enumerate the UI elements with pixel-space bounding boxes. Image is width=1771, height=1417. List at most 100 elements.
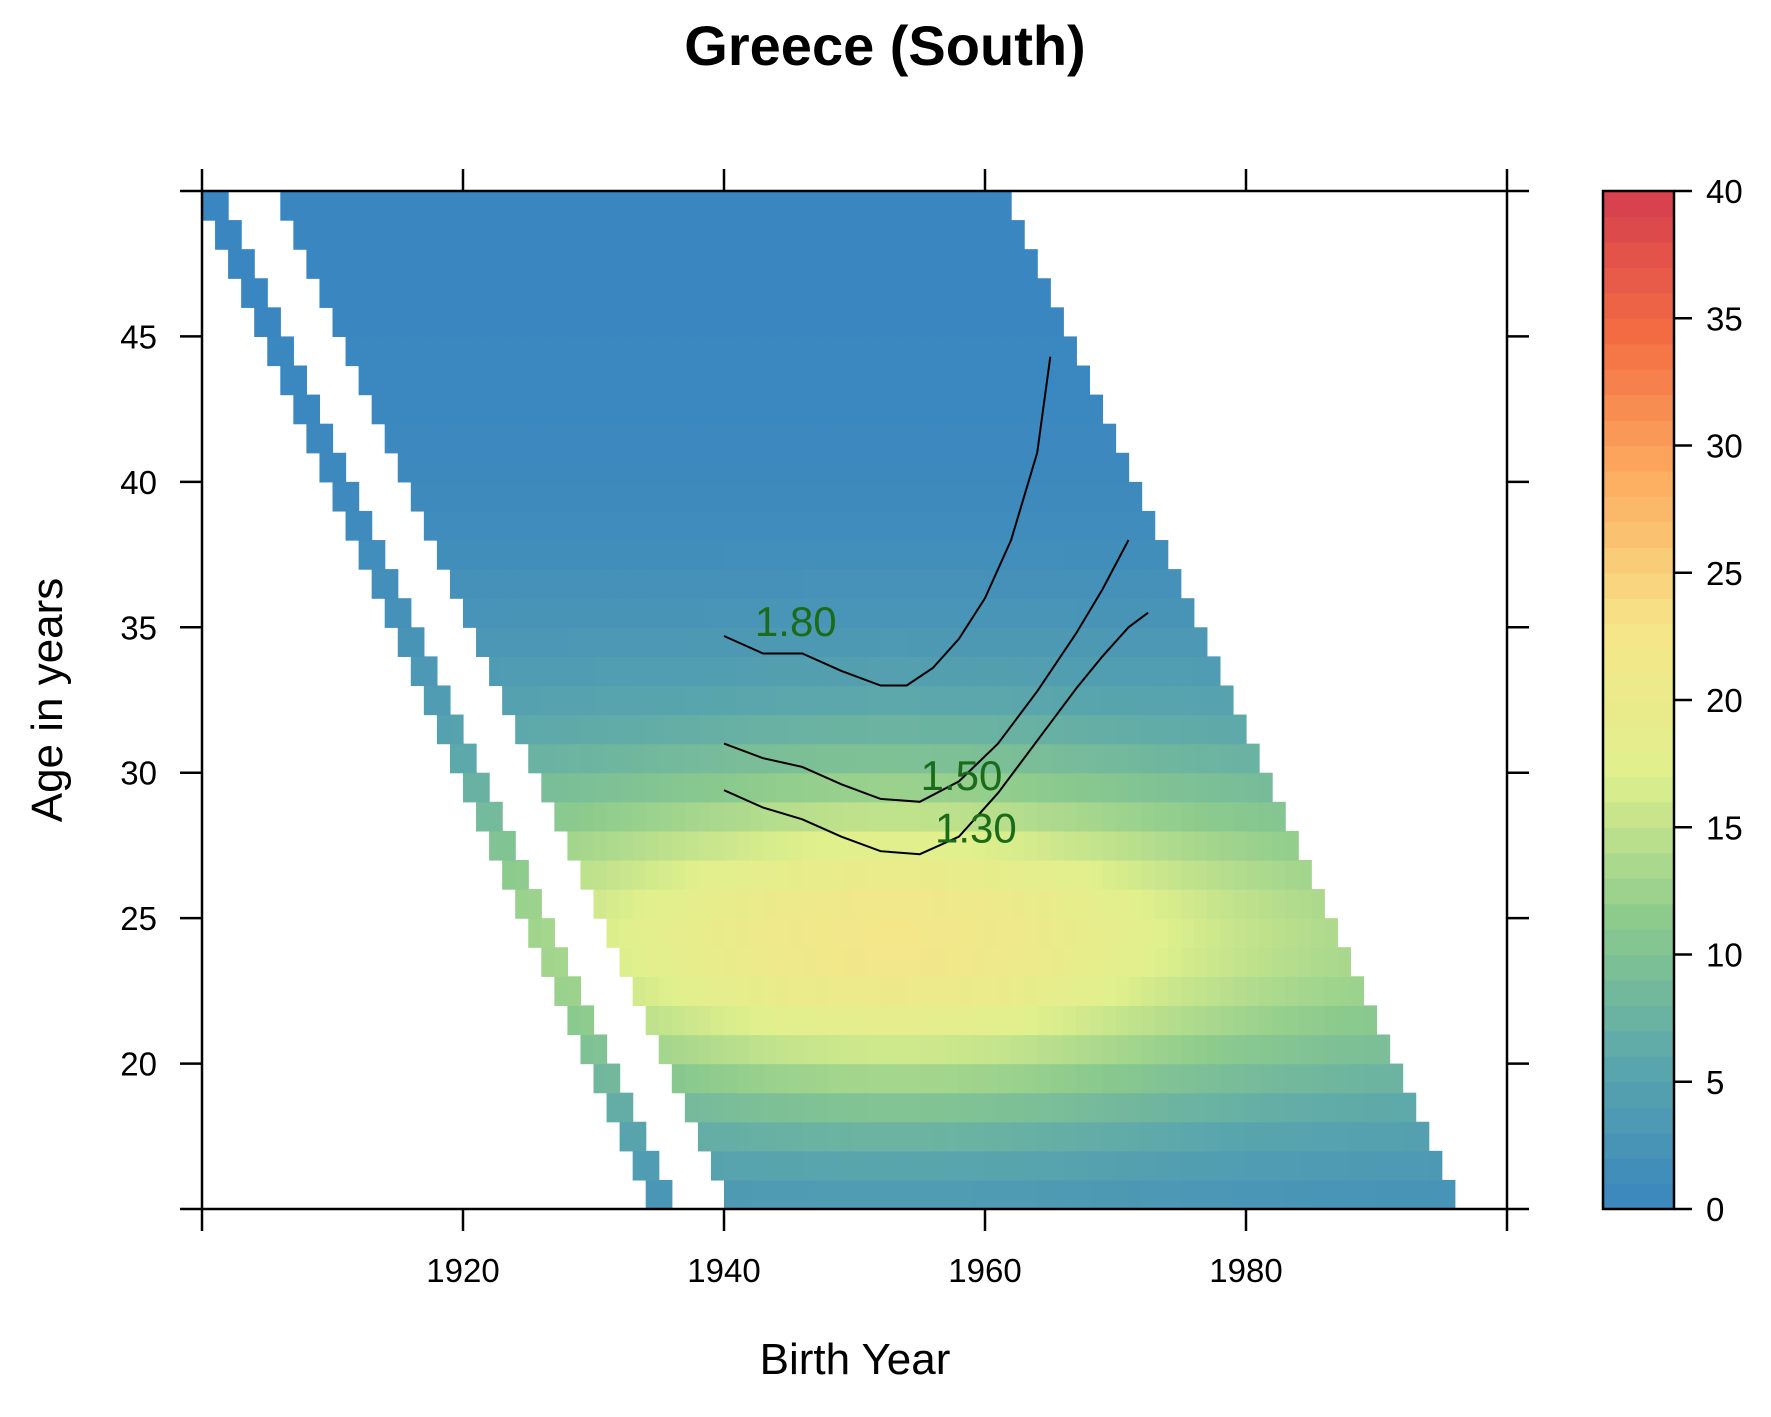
- heatmap-cell: [737, 1179, 751, 1210]
- heatmap-cell: [789, 947, 803, 977]
- heatmap-cell: [1259, 1063, 1273, 1094]
- heatmap-cell: [1389, 1063, 1404, 1094]
- heatmap-cell: [1011, 1150, 1025, 1181]
- heatmap-cell: [841, 423, 856, 454]
- heatmap-cell: [1037, 481, 1051, 512]
- heatmap-cell: [515, 889, 529, 919]
- heatmap-cell: [763, 656, 777, 687]
- heatmap-cell: [854, 510, 869, 541]
- heatmap-cell: [515, 452, 529, 483]
- heatmap-cell: [449, 307, 464, 338]
- heatmap-cell: [580, 423, 595, 454]
- heatmap-cell: [906, 423, 921, 454]
- heatmap-cell: [789, 889, 803, 919]
- heatmap-cell: [449, 278, 464, 308]
- heatmap-cell: [1011, 540, 1025, 570]
- heatmap-cell: [671, 976, 686, 1006]
- heatmap-cell: [919, 801, 934, 832]
- y-tick-label: 35: [120, 609, 157, 646]
- heatmap-cell: [1076, 830, 1090, 861]
- heatmap-cell: [697, 540, 712, 570]
- y-tick-label: 30: [120, 755, 157, 792]
- heatmap-cell: [645, 481, 660, 512]
- heatmap-cell: [932, 859, 947, 890]
- heatmap-cell: [854, 1150, 869, 1181]
- heatmap-cell: [645, 830, 660, 861]
- heatmap-cell: [854, 1092, 869, 1123]
- heatmap-cell: [867, 394, 882, 425]
- heatmap-cell: [776, 1063, 790, 1094]
- heatmap-cell: [854, 1034, 869, 1065]
- heatmap-cell: [449, 714, 464, 745]
- colorbar-swatch: [1603, 929, 1674, 956]
- heatmap-cell: [958, 889, 973, 919]
- heatmap-cell: [802, 918, 816, 948]
- heatmap-cell: [919, 394, 934, 425]
- heatmap-cell: [554, 569, 568, 599]
- heatmap-cell: [1180, 1063, 1195, 1094]
- heatmap-cell: [1128, 1005, 1143, 1036]
- heatmap-cell: [1206, 685, 1221, 716]
- heatmap-cell: [489, 423, 503, 454]
- heatmap-cell: [619, 830, 634, 861]
- heatmap-cell: [985, 540, 999, 570]
- heatmap-cell: [306, 423, 321, 454]
- heatmap-cell: [449, 423, 464, 454]
- heatmap-cell: [1037, 598, 1051, 628]
- heatmap-cell: [684, 569, 699, 599]
- heatmap-cell: [945, 220, 960, 250]
- heatmap-cell: [1037, 1150, 1051, 1181]
- heatmap-cell: [567, 220, 582, 250]
- heatmap-cell: [1037, 1179, 1051, 1210]
- heatmap-cell: [998, 627, 1012, 657]
- heatmap-cell: [906, 1063, 921, 1094]
- heatmap-cell: [1089, 627, 1104, 657]
- heatmap-cell: [958, 1179, 973, 1210]
- heatmap-cell: [841, 1150, 856, 1181]
- colorbar-tick-label: 20: [1706, 682, 1743, 719]
- heatmap-cell: [1050, 1034, 1064, 1065]
- heatmap-cell: [593, 772, 608, 803]
- heatmap-cell: [710, 307, 725, 338]
- heatmap-cell: [945, 1150, 960, 1181]
- heatmap-cell: [423, 510, 438, 541]
- heatmap-cell: [1402, 1121, 1417, 1152]
- heatmap-cell: [919, 685, 934, 716]
- heatmap-cell: [932, 394, 947, 425]
- colorbar-swatch: [1603, 878, 1674, 905]
- heatmap-cell: [828, 1150, 843, 1181]
- heatmap-cell: [1115, 656, 1130, 687]
- heatmap-cell: [1311, 1034, 1325, 1065]
- heatmap-cell: [489, 510, 503, 541]
- heatmap-cell: [776, 394, 790, 425]
- heatmap-cell: [1141, 1179, 1156, 1210]
- heatmap-cell: [932, 714, 947, 745]
- heatmap-cell: [854, 191, 869, 221]
- heatmap-cell: [541, 365, 555, 396]
- heatmap-cell: [410, 365, 425, 396]
- heatmap-cell: [554, 627, 568, 657]
- heatmap-cell: [397, 598, 412, 628]
- heatmap-cell: [1050, 859, 1064, 890]
- heatmap-cell: [449, 191, 464, 221]
- heatmap-cell: [880, 249, 895, 279]
- heatmap-cell: [945, 365, 960, 396]
- heatmap-cell: [985, 191, 999, 221]
- heatmap-cell: [893, 510, 908, 541]
- colorbar-swatch: [1603, 649, 1674, 676]
- heatmap-cell: [854, 394, 869, 425]
- heatmap-cell: [658, 394, 673, 425]
- heatmap-cell: [436, 510, 451, 541]
- colorbar-swatch: [1603, 241, 1674, 268]
- heatmap-cell: [724, 859, 738, 890]
- heatmap-cell: [1102, 423, 1117, 454]
- heatmap-cell: [893, 569, 908, 599]
- heatmap-cell: [776, 1005, 790, 1036]
- heatmap-cell: [854, 1063, 869, 1094]
- heatmap-cell: [906, 278, 921, 308]
- heatmap-cell: [893, 249, 908, 279]
- heatmap-cell: [1141, 830, 1156, 861]
- heatmap-cell: [854, 656, 869, 687]
- heatmap-cell: [671, 801, 686, 832]
- heatmap-cell: [828, 481, 843, 512]
